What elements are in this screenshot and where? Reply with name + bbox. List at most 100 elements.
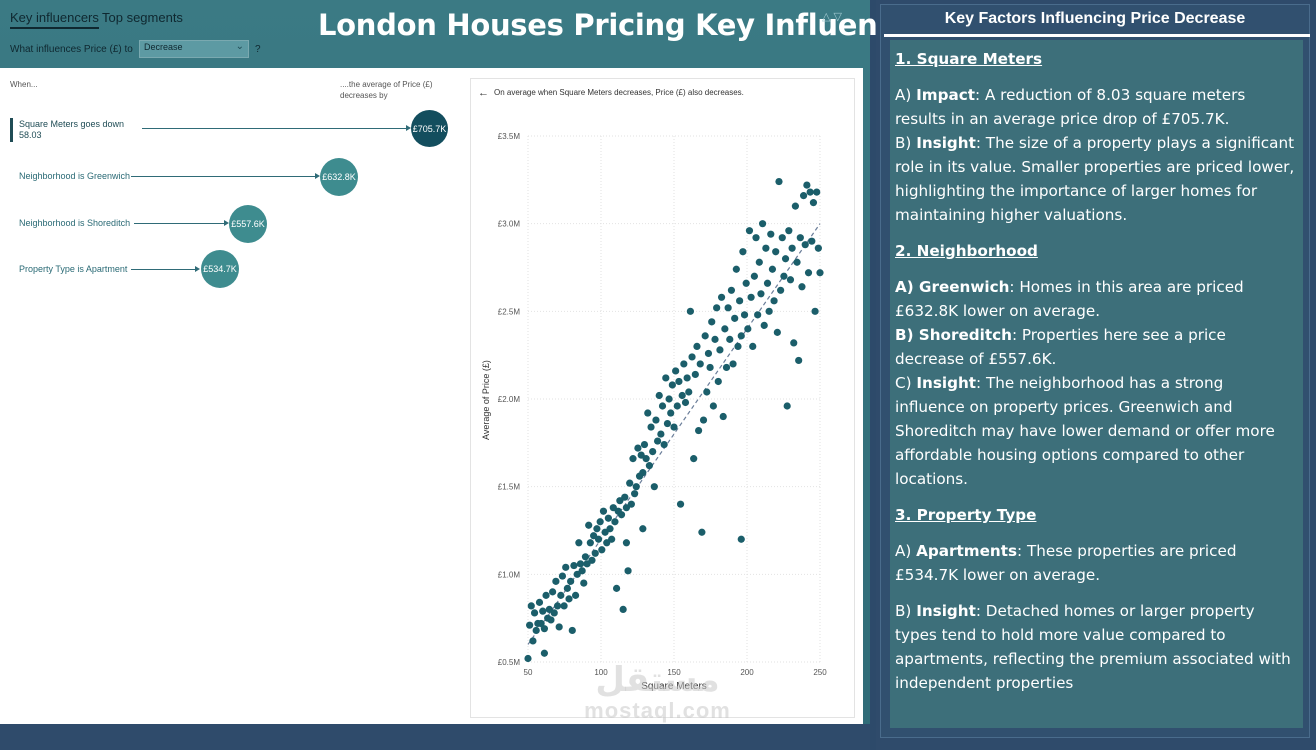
- scatter-point: [567, 577, 575, 585]
- scatter-point: [632, 483, 640, 491]
- scatter-point: [667, 409, 675, 417]
- influencer-row[interactable]: Square Meters goes down 58.03 £705.7K: [0, 110, 460, 158]
- watermark-latin: mostaql.com: [584, 698, 731, 723]
- scatter-point: [732, 265, 740, 273]
- x-axis-ticks: 50 100 150 200 250: [524, 668, 828, 677]
- scatter-point: [778, 234, 786, 242]
- scatter-point: [726, 335, 734, 343]
- scatter-point: [739, 248, 747, 256]
- scatter-point: [529, 637, 537, 645]
- chart-caption: On average when Square Meters decreases,…: [494, 88, 744, 97]
- scatter-point: [537, 619, 545, 628]
- scatter-point: [749, 342, 757, 350]
- scatter-point: [676, 500, 685, 508]
- scatter-point: [591, 549, 599, 557]
- scatter-point: [811, 307, 819, 315]
- scatter-point: [808, 237, 816, 245]
- scatter-point: [798, 283, 806, 291]
- scatter-point: [631, 490, 639, 498]
- scatter-point: [770, 297, 778, 305]
- scatter-point: [647, 423, 655, 431]
- scatter-point: [703, 388, 711, 396]
- scatter-point: [549, 588, 557, 596]
- influencer-sublabel: 58.03: [19, 130, 42, 140]
- influencer-bubble[interactable]: £632.8K: [320, 158, 358, 196]
- scatter-point: [565, 595, 573, 603]
- scatter-point: [668, 381, 676, 389]
- arrow-icon: [315, 173, 320, 179]
- influencer-row[interactable]: Neighborhood is Greenwich £632.8K: [0, 158, 460, 210]
- scatter-point: [570, 561, 578, 570]
- filter-label: What influences Price (£) to: [10, 44, 133, 55]
- dislike-icon[interactable]: ▽: [833, 11, 842, 23]
- scatter-point: [672, 367, 680, 375]
- y-tick-label: £3.0M: [498, 220, 521, 229]
- scatter-point: [622, 539, 631, 547]
- watermark-arabic: مستقل: [595, 660, 720, 700]
- scatter-point: [581, 553, 590, 561]
- scatter-point: [588, 556, 596, 564]
- influencer-line: [142, 128, 409, 129]
- scatter-point: [795, 356, 803, 365]
- arrow-icon: [195, 266, 200, 272]
- scatter-point: [540, 649, 549, 657]
- watermark: مستقل mostaql.com: [575, 660, 740, 722]
- scatter-point: [750, 272, 758, 280]
- right-panel-heading: Key Factors Influencing Price Decrease: [944, 10, 1246, 27]
- scatter-point: [745, 227, 754, 235]
- scatter-point: [640, 440, 649, 449]
- paragraph: A) Greenwich: Homes in this area are pri…: [895, 278, 1244, 320]
- decrease-dropdown[interactable]: Decrease ⌄: [139, 40, 249, 58]
- scatter-point: [793, 258, 801, 266]
- x-tick-label: 250: [813, 668, 827, 677]
- influencer-bubble[interactable]: £705.7K: [411, 110, 448, 147]
- scatter-point: [619, 605, 627, 613]
- scatter-point: [621, 493, 629, 501]
- scatter-point: [799, 192, 808, 200]
- scatter-point: [699, 416, 708, 424]
- y-tick-label: £3.5M: [498, 132, 521, 141]
- scatter-point: [608, 535, 616, 543]
- scatter-point: [690, 455, 698, 463]
- scatter-point: [791, 202, 799, 210]
- arrow-icon: [406, 125, 411, 131]
- scatter-point: [747, 293, 755, 301]
- paragraph: C) Insight: The neighborhood has a stron…: [895, 374, 1275, 488]
- influencer-bubble[interactable]: £534.7K: [201, 250, 239, 288]
- like-icon[interactable]: △: [822, 11, 831, 23]
- scatter-point: [711, 335, 719, 343]
- scatter-point: [719, 412, 727, 421]
- scatter-point: [606, 525, 614, 533]
- scatter-point: [663, 419, 672, 428]
- tab-top-segments[interactable]: Top segments: [102, 10, 183, 25]
- influencer-row[interactable]: Property Type is Apartment £534.7K: [0, 250, 460, 303]
- average-column-header: ....the average of Price (£) decreases b…: [340, 80, 433, 100]
- scatter-point: [742, 279, 750, 287]
- back-arrow-icon[interactable]: ←: [478, 87, 489, 99]
- scatter-point: [763, 279, 772, 287]
- scatter-point: [532, 626, 540, 635]
- scatter-point: [731, 314, 739, 322]
- scatter-point: [801, 241, 809, 249]
- scatter-point: [765, 307, 773, 315]
- section-title-property-type: 3. Property Type: [895, 506, 1037, 524]
- help-icon[interactable]: ?: [255, 44, 261, 55]
- scatter-point: [737, 535, 745, 543]
- scatter-point: [737, 332, 745, 340]
- scatter-point: [722, 363, 731, 372]
- scatter-point: [721, 325, 729, 333]
- scatter-point: [813, 188, 821, 196]
- scatter-point: [683, 374, 691, 382]
- influencer-line: [131, 176, 318, 177]
- influencer-row[interactable]: Neighborhood is Shoreditch £557.6K: [0, 205, 460, 257]
- scatter-point: [550, 609, 558, 617]
- scatter-point: [680, 360, 688, 368]
- scatter-point: [762, 244, 770, 252]
- scatter-point: [653, 437, 662, 445]
- scatter-point: [576, 560, 585, 568]
- scatter-point: [552, 577, 560, 585]
- tab-key-influencers[interactable]: Key influencers: [10, 10, 99, 29]
- scatter-point: [729, 360, 737, 368]
- influencer-bubble[interactable]: £557.6K: [229, 205, 267, 243]
- scatter-point: [716, 346, 724, 354]
